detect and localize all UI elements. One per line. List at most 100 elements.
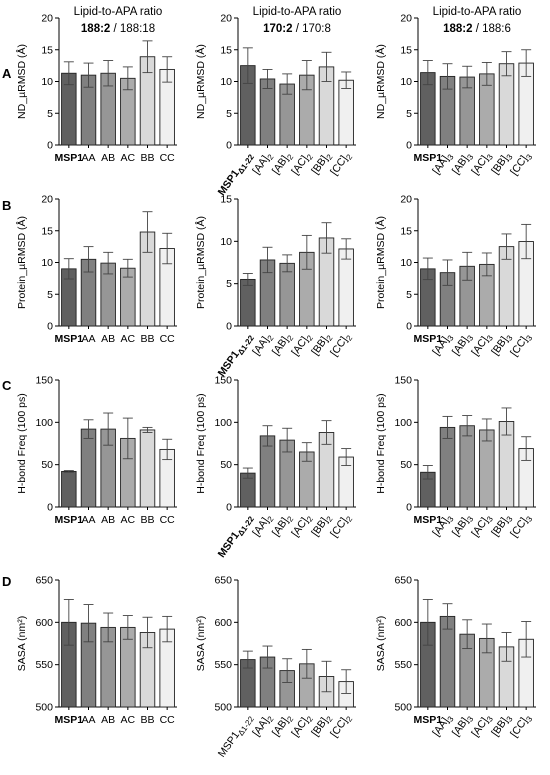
category-label: [AC]2 [289, 711, 315, 740]
category-label: MSP1 [414, 152, 443, 164]
column-header-title: Lipid-to-APA ratio [74, 6, 163, 18]
category-label-subscript: 3 [485, 514, 495, 523]
y-tick-label: 15 [220, 44, 232, 56]
category-label: CC [160, 514, 176, 526]
category-label-base: AA [81, 514, 95, 526]
y-tick-label: 650 [214, 575, 232, 587]
bar [240, 278, 256, 327]
column-header-ratio-rest: / 188:6 [473, 23, 511, 35]
category-label: [CC]3 [508, 149, 534, 178]
column-header-ratio-bold: 188:2 [81, 23, 110, 35]
bar [439, 615, 456, 708]
y-tick-label: 5 [226, 108, 232, 120]
category-label: MSP1 [55, 333, 84, 345]
category-label-subscript: 3 [465, 333, 475, 342]
category-label: [AC]2 [289, 511, 315, 540]
y-tick-label: 20 [400, 194, 412, 206]
bar [80, 428, 97, 508]
category-label: AC [121, 514, 136, 526]
row-label: B [2, 198, 11, 213]
y-tick-label: 550 [35, 659, 53, 671]
category-label: [AC]3 [469, 330, 495, 359]
category-label-base: MSP1 [55, 333, 84, 345]
bar [61, 470, 77, 508]
category-label-base: AC [121, 514, 136, 526]
category-label: [CC]2 [328, 330, 354, 359]
category-label-subscript: 2 [285, 514, 295, 523]
row-label: C [2, 378, 12, 393]
category-label: [AB]3 [450, 711, 476, 739]
y-tick-label: 150 [394, 375, 412, 387]
category-label: MSP1 [55, 152, 84, 164]
category-label-subscript: 2 [285, 714, 295, 723]
category-label: AA [81, 333, 95, 345]
y-tick-label: 0 [47, 502, 53, 514]
y-tick-label: 5 [406, 108, 412, 120]
column-header-ratio: 170:2 / 170:8 [263, 23, 331, 35]
category-label-base: BB [140, 152, 154, 164]
category-label-subscript: 2 [266, 714, 276, 723]
y-tick-label: 100 [35, 417, 53, 429]
category-label-subscript: 3 [465, 152, 475, 161]
category-label-subscript: 2 [305, 152, 315, 161]
category-label-subscript: 3 [485, 714, 495, 723]
category-label-subscript: 2 [305, 714, 315, 723]
y-tick-label: 500 [394, 702, 412, 714]
category-label-subscript: 2 [305, 514, 315, 523]
category-label: [AB]3 [450, 511, 476, 539]
y-tick-label: 500 [35, 702, 53, 714]
bar [439, 426, 456, 508]
category-label-subscript: 3 [465, 714, 475, 723]
column-header-title: Lipid-to-APA ratio [433, 6, 522, 18]
y-tick-label: 20 [41, 194, 53, 206]
category-label-subscript: 2 [305, 333, 315, 342]
y-axis-label: ND_µRMSD (Å) [374, 44, 387, 119]
category-label: [CC]3 [508, 511, 534, 540]
category-label-subscript: 3 [446, 514, 456, 523]
y-tick-label: 10 [220, 236, 232, 248]
category-label: [AC]2 [289, 149, 315, 178]
category-label-subscript: 3 [524, 333, 534, 342]
bar [479, 429, 495, 508]
category-label: [AA]2 [250, 149, 276, 177]
y-tick-label: 0 [226, 321, 232, 333]
category-label: BB [140, 152, 154, 164]
category-label: AB [101, 714, 115, 726]
y-tick-label: 0 [406, 502, 412, 514]
category-label: [AC]3 [469, 711, 495, 740]
y-axis-label: SASA (nm²) [16, 616, 28, 671]
category-label-base: BB [140, 714, 154, 726]
category-label-base: CC [160, 333, 176, 345]
category-label: AB [101, 514, 115, 526]
y-axis-label: Protein_µRMSD (Å) [15, 216, 28, 309]
category-label-subscript: 2 [344, 152, 354, 161]
y-tick-label: 0 [47, 140, 53, 152]
category-label: BB [140, 714, 154, 726]
category-label: MSP1Δ1-22 [216, 149, 257, 199]
category-label-subscript: 3 [505, 333, 515, 342]
y-tick-label: 500 [214, 702, 232, 714]
category-label: [CC]2 [328, 711, 354, 740]
category-label: [AA]2 [250, 511, 276, 539]
category-label-subscript: 3 [446, 714, 456, 723]
category-label-base: AC [121, 714, 136, 726]
category-label-subscript: 2 [266, 514, 276, 523]
y-tick-label: 5 [47, 289, 53, 301]
category-label: MSP1 [414, 333, 443, 345]
y-tick-label: 650 [394, 575, 412, 587]
category-label: MSP1 [55, 714, 84, 726]
category-label-base: AC [121, 333, 136, 345]
category-label: [CC]2 [328, 149, 354, 178]
category-label-subscript: 2 [344, 333, 354, 342]
category-label-subscript: 3 [524, 514, 534, 523]
column-header-ratio-rest: / 170:8 [293, 23, 331, 35]
y-tick-label: 5 [47, 108, 53, 120]
category-label-base: MSP1 [414, 152, 443, 164]
category-label-base: AA [81, 152, 95, 164]
category-label: [AA]2 [250, 330, 276, 358]
bar [139, 429, 156, 508]
category-label: MSP1Δ1-22 [216, 711, 256, 760]
